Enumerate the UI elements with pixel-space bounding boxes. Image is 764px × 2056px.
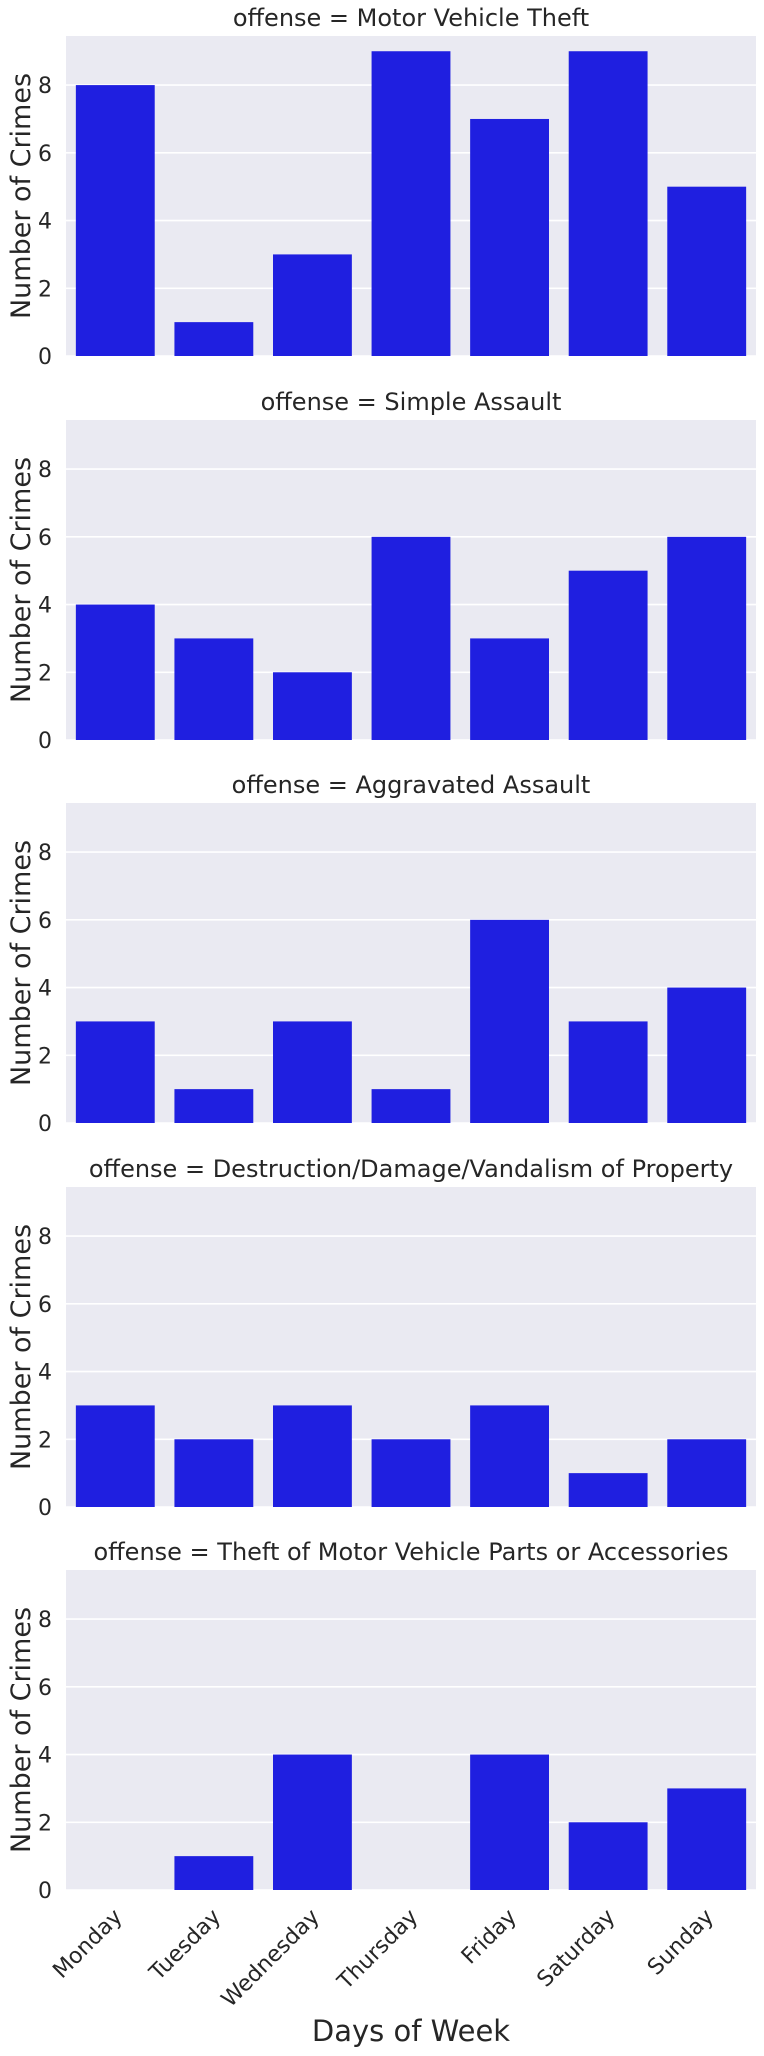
facet-panel-2: 0 2 4 6 8 offense = Simple Assault Number of C… [6,388,756,754]
panel-background [66,803,756,1123]
bar-saturday [568,1473,648,1507]
bar-wednesday [273,1754,352,1890]
y-tick-label: 8 [38,1225,52,1250]
bar-friday [470,638,549,740]
bar-monday [75,604,155,740]
y-tick-label: 4 [38,210,52,235]
panel-background [66,1570,756,1890]
y-axis-label: Number of Crimes [6,1224,37,1470]
y-tick-label: 4 [38,977,52,1002]
bar-thursday [371,51,451,356]
bar-wednesday [273,1021,352,1123]
bar-friday [470,1754,549,1890]
x-tick-label: Sunday [643,1905,719,1981]
y-axis-label: Number of Crimes [6,1607,37,1853]
y-tick-label: 6 [38,909,52,934]
y-tick-label: 0 [38,1879,52,1904]
x-tick-label: Friday [457,1905,522,1970]
bar-sunday [667,1788,747,1890]
y-tick-label: 8 [38,458,52,483]
panel-title: offense = Simple Assault [261,388,562,416]
panel-title: offense = Theft of Motor Vehicle Parts o… [93,1538,728,1566]
bar-friday [470,118,549,357]
y-tick-label: 8 [38,74,52,99]
bar-monday [75,85,155,357]
y-tick-label: 4 [38,594,52,619]
bar-friday [470,1405,549,1507]
y-tick-label: 8 [38,1608,52,1633]
y-tick-label: 2 [38,1811,52,1836]
panel-title: offense = Motor Vehicle Theft [233,4,589,32]
bar-sunday [667,987,747,1123]
bar-sunday [667,1439,747,1507]
y-tick-label: 0 [38,729,52,754]
y-tick-label: 8 [38,841,52,866]
bar-sunday [667,536,747,740]
y-tick-label: 2 [38,1428,52,1453]
y-axis-label: Number of Crimes [6,840,37,1086]
y-tick-label: 4 [38,1744,52,1769]
y-tick-label: 0 [38,345,52,370]
panel-title: offense = Destruction/Damage/Vandalism o… [89,1155,733,1183]
y-tick-label: 6 [38,1293,52,1318]
y-tick-label: 6 [38,526,52,551]
facet-panel-3: 0 2 4 6 8 offense = Aggravated Assault Number … [6,771,756,1137]
x-tick-label: Saturday [533,1905,621,1993]
bar-wednesday [273,1405,352,1507]
facet-panel-4: 0 2 4 6 8 offense = Destruction/Damage/Vandal… [6,1155,756,1521]
y-tick-label: 0 [38,1112,52,1137]
bar-wednesday [273,254,352,356]
y-axis-label: Number of Crimes [6,457,37,703]
facet-panel-5: 0 2 4 6 8 offense = Theft of Motor Vehicle Pa… [6,1538,756,2012]
bar-tuesday [174,1439,254,1507]
facet-panel-1: 0 2 4 6 8 offense = Motor Vehicle Theft Number… [6,4,756,370]
bar-saturday [568,570,648,740]
bar-tuesday [174,1856,254,1890]
panel-title: offense = Aggravated Assault [232,771,591,799]
bar-tuesday [174,1089,254,1123]
x-tick-label: Monday [48,1905,127,1984]
y-tick-label: 6 [38,1676,52,1701]
bar-thursday [371,536,451,740]
bar-wednesday [273,672,352,740]
y-tick-label: 2 [38,277,52,302]
bar-saturday [568,1822,648,1890]
bar-thursday [371,1089,451,1123]
y-tick-label: 0 [38,1496,52,1521]
y-tick-label: 6 [38,142,52,167]
bar-sunday [667,186,747,356]
y-axis-label: Number of Crimes [6,73,37,319]
y-tick-label: 2 [38,661,52,686]
bar-saturday [568,51,648,356]
bar-tuesday [174,322,254,356]
bar-thursday [371,1439,451,1507]
x-tick-label: Tuesday [144,1905,226,1987]
bar-monday [75,1021,155,1123]
y-tick-label: 2 [38,1044,52,1069]
x-tick-label: Thursday [333,1905,424,1996]
x-axis-label: Days of Week [312,2014,510,2048]
bar-friday [470,919,549,1123]
y-tick-label: 4 [38,1361,52,1386]
x-tick-label: Wednesday [217,1905,325,2013]
bar-saturday [568,1021,648,1123]
bar-monday [75,1405,155,1507]
bar-tuesday [174,638,254,740]
